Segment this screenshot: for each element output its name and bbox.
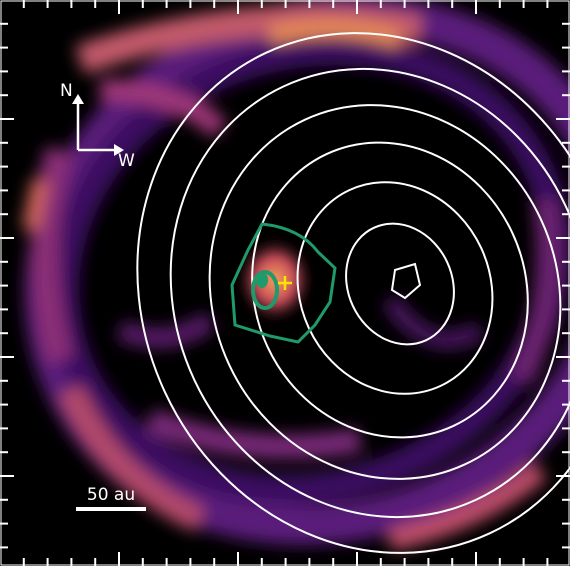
compass	[72, 94, 124, 156]
scale-bar-label: 50 au	[87, 485, 135, 505]
compass-west: W	[118, 151, 135, 171]
compass-north: N	[60, 81, 73, 101]
star-marker	[278, 276, 292, 290]
contours	[136, 32, 570, 554]
green-contour	[230, 222, 337, 344]
